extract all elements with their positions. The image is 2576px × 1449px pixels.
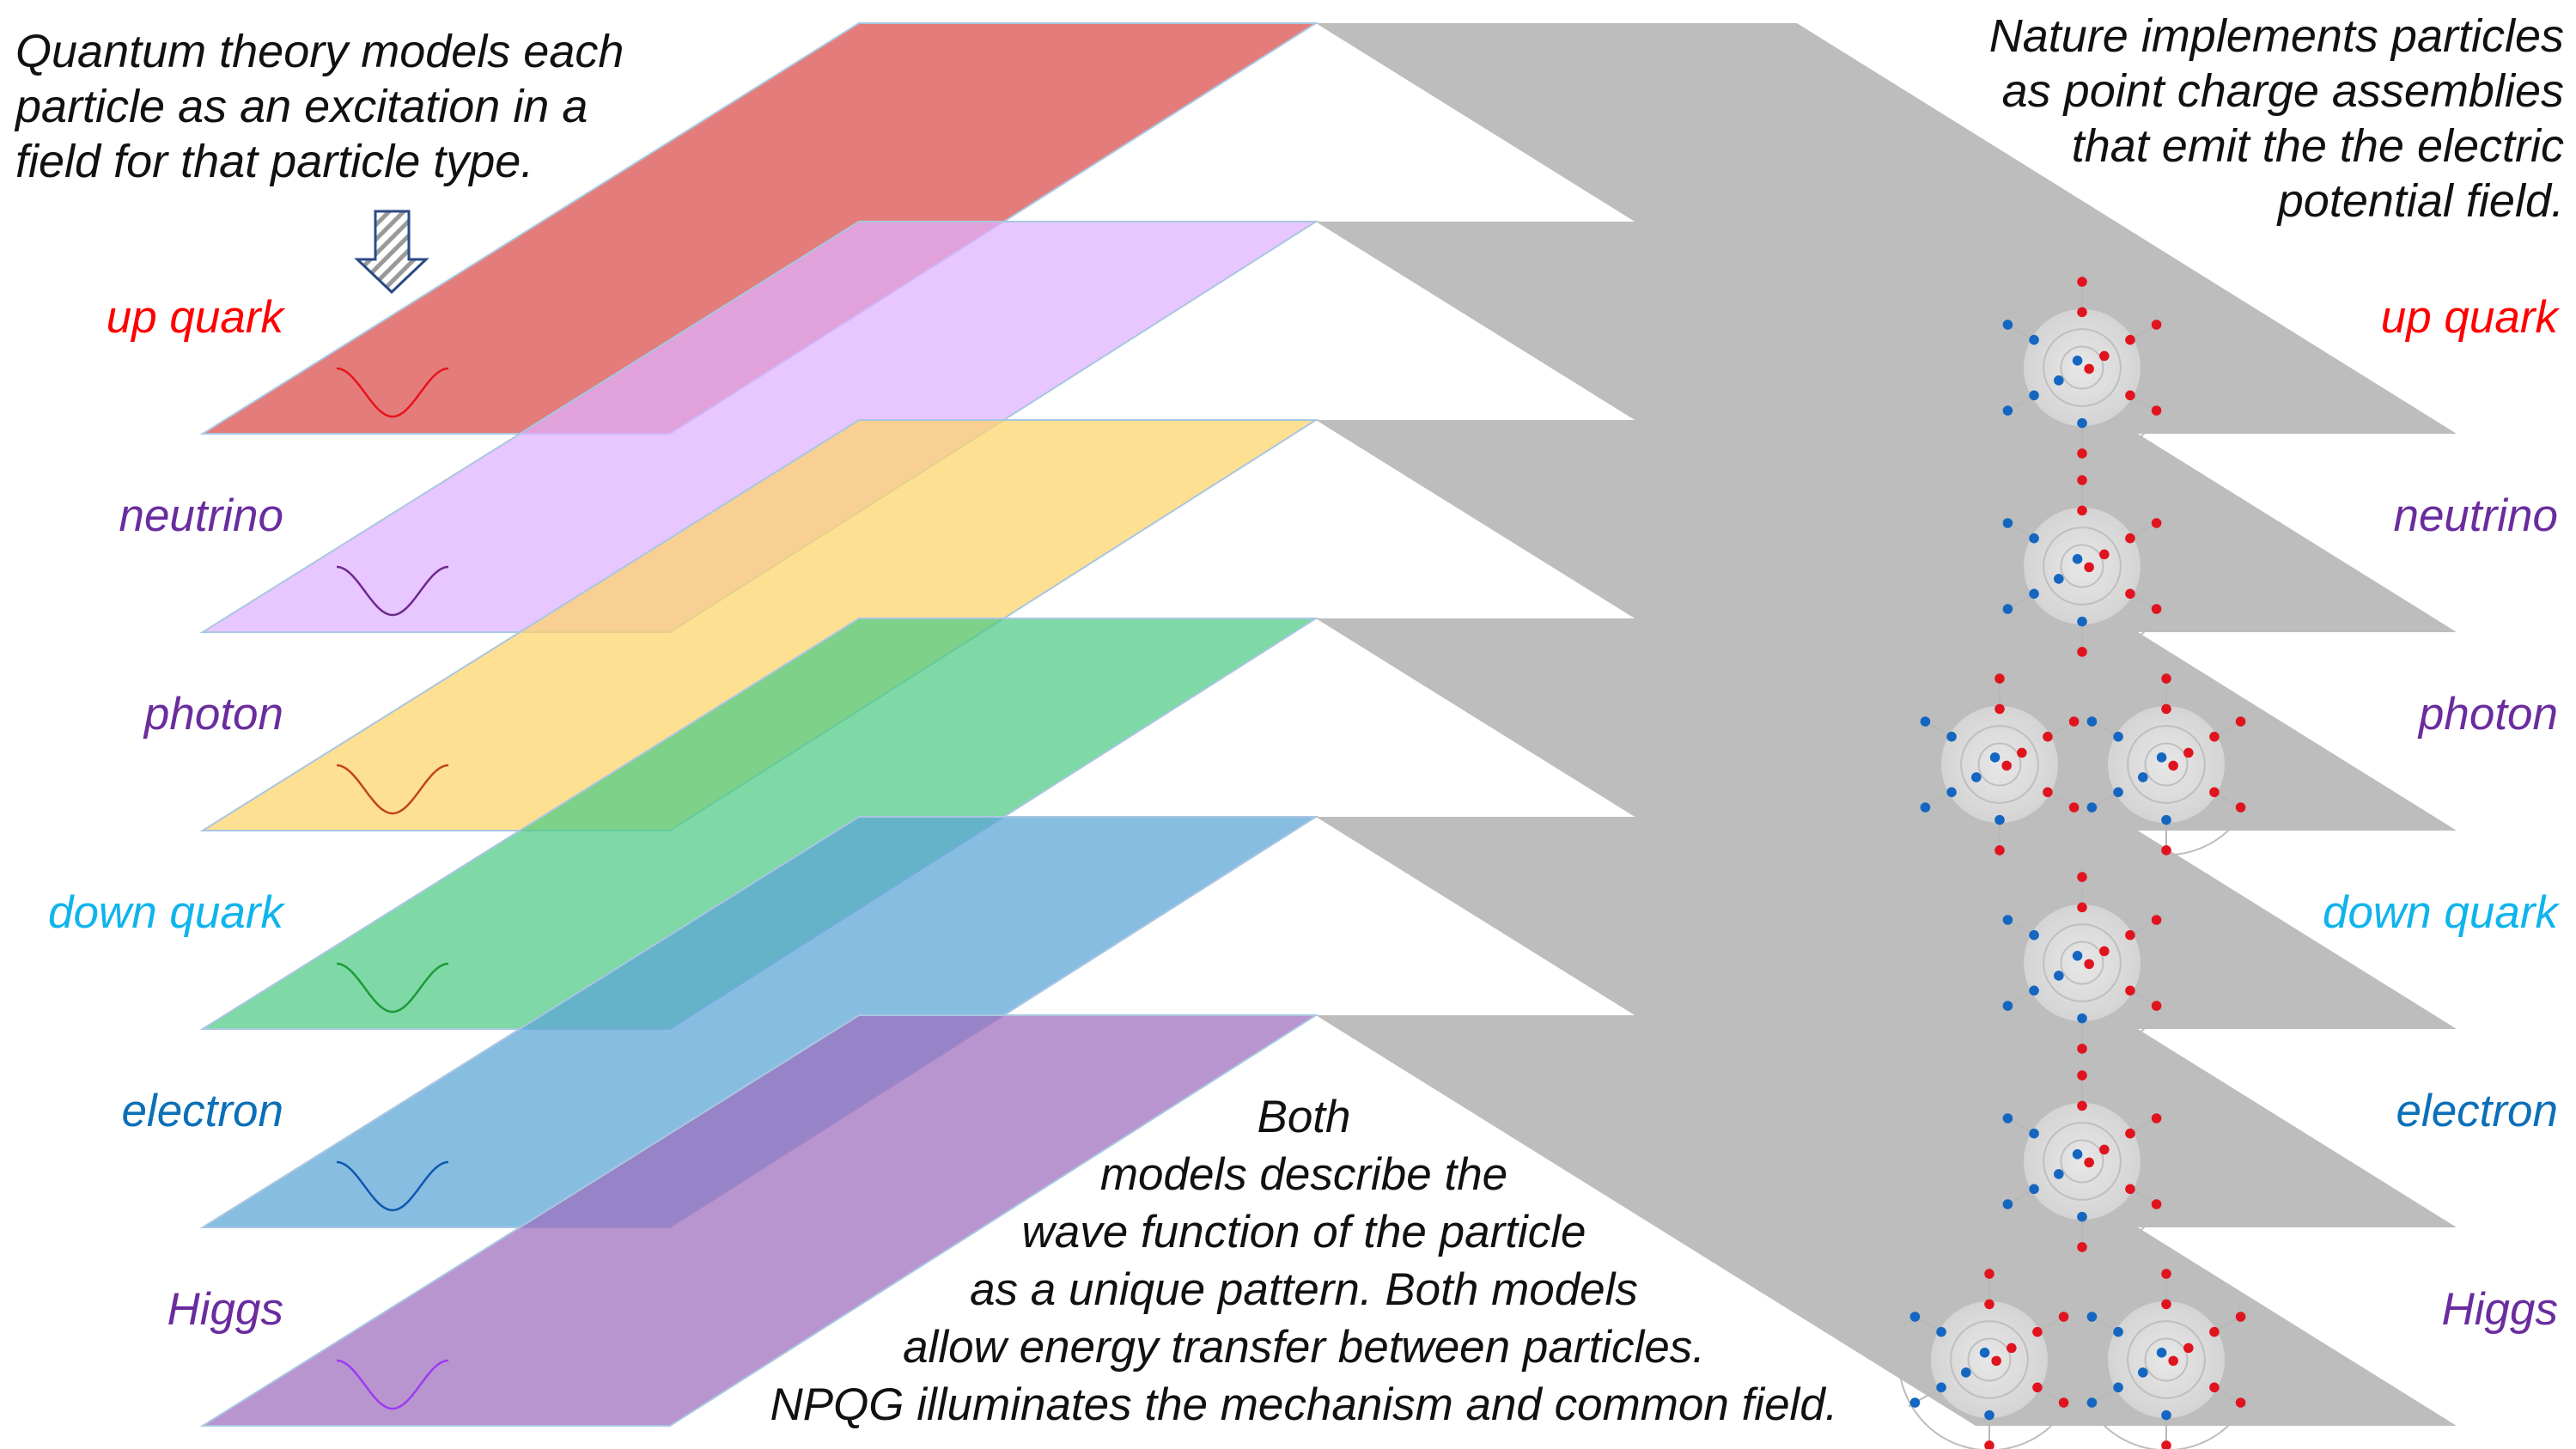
bottom-caption: Both models describe the wave function of …: [770, 1092, 1837, 1430]
layer-label-left: up quark: [107, 292, 286, 343]
sine-wave-icon: [336, 764, 449, 815]
text-group: Quantum theory models each particle as an…: [14, 10, 2564, 1430]
nature-layer-group: [1316, 23, 2457, 1426]
field-plane: [199, 1014, 1319, 1427]
right-caption: Nature implements particles as point char…: [1989, 10, 2564, 227]
grey-plane: [1316, 222, 2457, 632]
grey-plane: [1316, 817, 2457, 1227]
layer-label-left: Higgs: [167, 1284, 283, 1335]
left-caption-line: Quantum theory models each: [15, 26, 624, 77]
grey-plane: [1316, 23, 2457, 434]
right-caption-line: potential field.: [2276, 175, 2564, 227]
layer-label-left: down quark: [48, 887, 286, 938]
point-charge-assembly-icon: [1990, 274, 2174, 461]
point-charge-assembly-icon: [2074, 671, 2258, 858]
assembly-group: [1897, 274, 2258, 1449]
point-charge-assembly-icon: [1990, 472, 2174, 660]
layer-label-right: down quark: [2323, 887, 2561, 938]
sine-wave-icon: [336, 962, 449, 1014]
bottom-caption-line: Both: [1257, 1092, 1350, 1142]
point-charge-assembly-icon: [1990, 869, 2174, 1056]
quantum-field-layer-group: [199, 22, 1319, 1427]
bottom-caption-line: NPQG illuminates the mechanism and commo…: [770, 1379, 1837, 1430]
layer-label-left: neutrino: [119, 490, 283, 541]
sine-wave-icon: [336, 1359, 449, 1410]
layer-label-right: Higgs: [2441, 1284, 2558, 1335]
layer-label-right: neutrino: [2393, 490, 2558, 541]
layer-label-right: photon: [2417, 689, 2558, 740]
sine-wave-icon: [336, 367, 449, 418]
layer-label-right: electron: [2396, 1086, 2558, 1136]
sine-wave-icon: [336, 565, 449, 617]
left-caption: Quantum theory models each particle as an…: [14, 26, 624, 187]
layer-label-right: up quark: [2381, 292, 2561, 343]
right-caption-line: as point charge assemblies: [2002, 65, 2564, 117]
sine-wave-icon: [336, 1160, 449, 1212]
point-charge-assembly-icon: [1908, 671, 2092, 858]
bottom-caption-line: models describe the: [1100, 1149, 1507, 1200]
right-caption-line: that emit the the electric: [2072, 120, 2564, 172]
striped-down-arrow-icon: [354, 210, 429, 295]
layer-label-left: electron: [121, 1086, 283, 1136]
point-charge-assembly-icon: [2074, 1266, 2258, 1449]
bottom-caption-line: wave function of the particle: [1022, 1207, 1586, 1257]
grey-plane: [1316, 618, 2457, 1029]
point-charge-assembly-icon: [1990, 1068, 2174, 1255]
right-caption-line: Nature implements particles: [1989, 10, 2564, 62]
left-caption-line: particle as an excitation in a: [14, 81, 588, 132]
layer-label-left: photon: [143, 689, 283, 740]
left-caption-line: field for that particle type.: [15, 136, 533, 187]
bottom-caption-line: allow energy transfer between particles.: [903, 1322, 1705, 1373]
bottom-caption-line: as a unique pattern. Both models: [970, 1264, 1638, 1315]
point-charge-assembly-icon: [1897, 1266, 2081, 1449]
